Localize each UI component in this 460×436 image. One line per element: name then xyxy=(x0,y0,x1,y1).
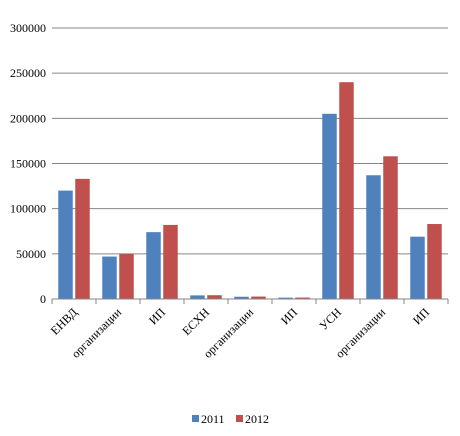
bar-2011-5 xyxy=(234,296,249,299)
y-tick-label: 50000 xyxy=(16,247,46,261)
y-tick-label: 150000 xyxy=(10,157,46,171)
bar-2012-6 xyxy=(295,297,310,299)
x-axis xyxy=(51,298,449,304)
x-tick-label: ЕНВД xyxy=(48,305,80,337)
bar-2012-8 xyxy=(383,156,398,299)
bar-2012-5 xyxy=(251,296,266,299)
bar-2012-1 xyxy=(75,178,90,299)
x-tick-label: ИП xyxy=(278,305,300,327)
y-tick-label: 300000 xyxy=(10,21,46,35)
bar-2011-1 xyxy=(58,190,73,299)
bar-2011-8 xyxy=(366,175,381,299)
bar-2011-9 xyxy=(410,236,425,299)
y-tick-label: 200000 xyxy=(10,111,46,125)
x-tick-label: ЕСХН xyxy=(179,305,212,338)
y-tick-label: 250000 xyxy=(10,66,46,80)
bar-2011-2 xyxy=(102,256,117,299)
legend-label-2011: 2011 xyxy=(201,412,225,426)
y-axis-tick-labels: 0 50000 100000 150000 200000 250000 300000 xyxy=(10,21,46,306)
x-tick-label: УСН xyxy=(316,305,344,333)
bar-2011-6 xyxy=(278,297,293,299)
bar-2011-7 xyxy=(322,113,337,299)
legend: 2011 2012 xyxy=(192,412,269,426)
bar-2012-7 xyxy=(339,82,354,299)
y-tick-label: 100000 xyxy=(10,202,46,216)
bar-2012-2 xyxy=(119,253,134,299)
bar-2012-9 xyxy=(427,224,442,299)
legend-label-2012: 2012 xyxy=(245,412,269,426)
legend-swatch-2011 xyxy=(192,415,199,422)
bar-2012-3 xyxy=(163,224,178,299)
bar-2011-3 xyxy=(146,232,161,299)
y-tick-label: 0 xyxy=(40,292,46,306)
bar-2011-4 xyxy=(190,295,205,299)
x-tick-label: ИП xyxy=(146,305,168,327)
bar-2012-4 xyxy=(207,295,222,299)
legend-swatch-2012 xyxy=(236,415,243,422)
x-tick-label: ИП xyxy=(410,305,432,327)
gridlines xyxy=(52,27,448,255)
bars xyxy=(58,82,442,299)
